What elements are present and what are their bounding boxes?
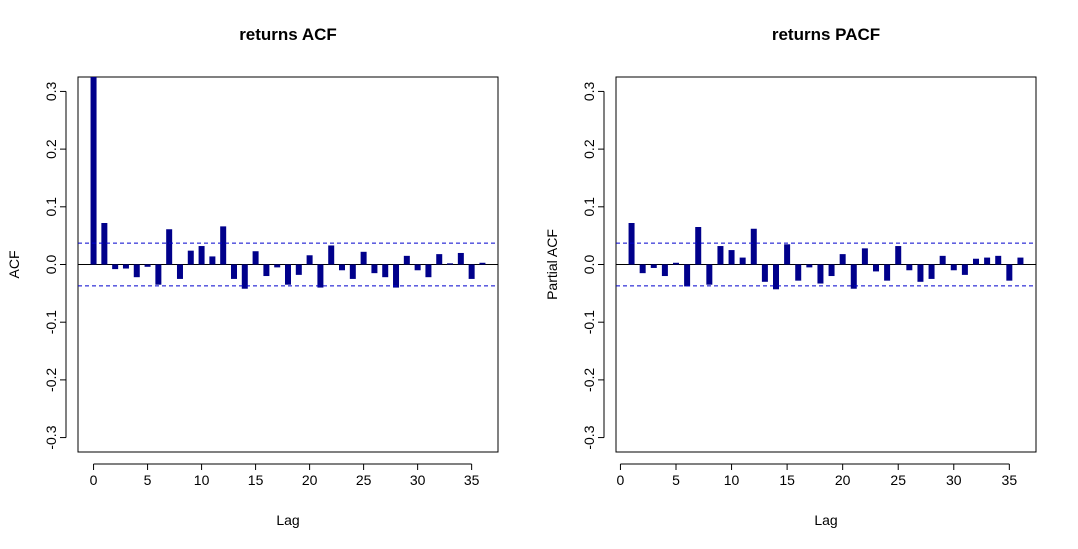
x-tick-label: 25 — [890, 472, 906, 488]
y-tick-label: 0.0 — [43, 255, 59, 275]
chart-title: returns PACF — [772, 25, 880, 44]
y-axis-label: Partial ACF — [544, 229, 560, 300]
plot-area — [616, 222, 1036, 290]
y-tick-label: 0.2 — [43, 139, 59, 159]
y-tick-label: -0.1 — [581, 310, 597, 334]
y-tick-label: 0.0 — [581, 255, 597, 275]
x-tick-label: 0 — [617, 472, 625, 488]
x-tick-label: 35 — [464, 472, 480, 488]
x-tick-label: 0 — [90, 472, 98, 488]
x-tick-label: 30 — [946, 472, 962, 488]
x-tick-label: 25 — [356, 472, 372, 488]
y-tick-label: -0.1 — [43, 310, 59, 334]
y-tick-label: -0.2 — [43, 368, 59, 392]
y-tick-label: 0.1 — [581, 197, 597, 217]
x-tick-label: 10 — [194, 472, 210, 488]
y-tick-label: 0.3 — [581, 81, 597, 101]
x-axis-label: Lag — [814, 512, 837, 528]
y-tick-label: -0.3 — [581, 425, 597, 449]
x-tick-label: 10 — [724, 472, 740, 488]
x-tick-label: 15 — [248, 472, 264, 488]
x-tick-label: 5 — [144, 472, 152, 488]
y-tick-label: 0.1 — [43, 197, 59, 217]
y-tick-label: 0.2 — [581, 139, 597, 159]
x-tick-label: 20 — [302, 472, 318, 488]
y-tick-label: -0.2 — [581, 368, 597, 392]
x-tick-label: 5 — [672, 472, 680, 488]
plot-area — [78, 77, 498, 289]
y-tick-label: 0.3 — [43, 81, 59, 101]
y-tick-label: -0.3 — [43, 425, 59, 449]
chart-title: returns ACF — [239, 25, 337, 44]
x-tick-label: 20 — [835, 472, 851, 488]
x-tick-label: 35 — [1002, 472, 1018, 488]
y-axis-label: ACF — [6, 251, 22, 279]
x-tick-label: 15 — [779, 472, 795, 488]
x-tick-label: 30 — [410, 472, 426, 488]
x-axis-label: Lag — [276, 512, 299, 528]
